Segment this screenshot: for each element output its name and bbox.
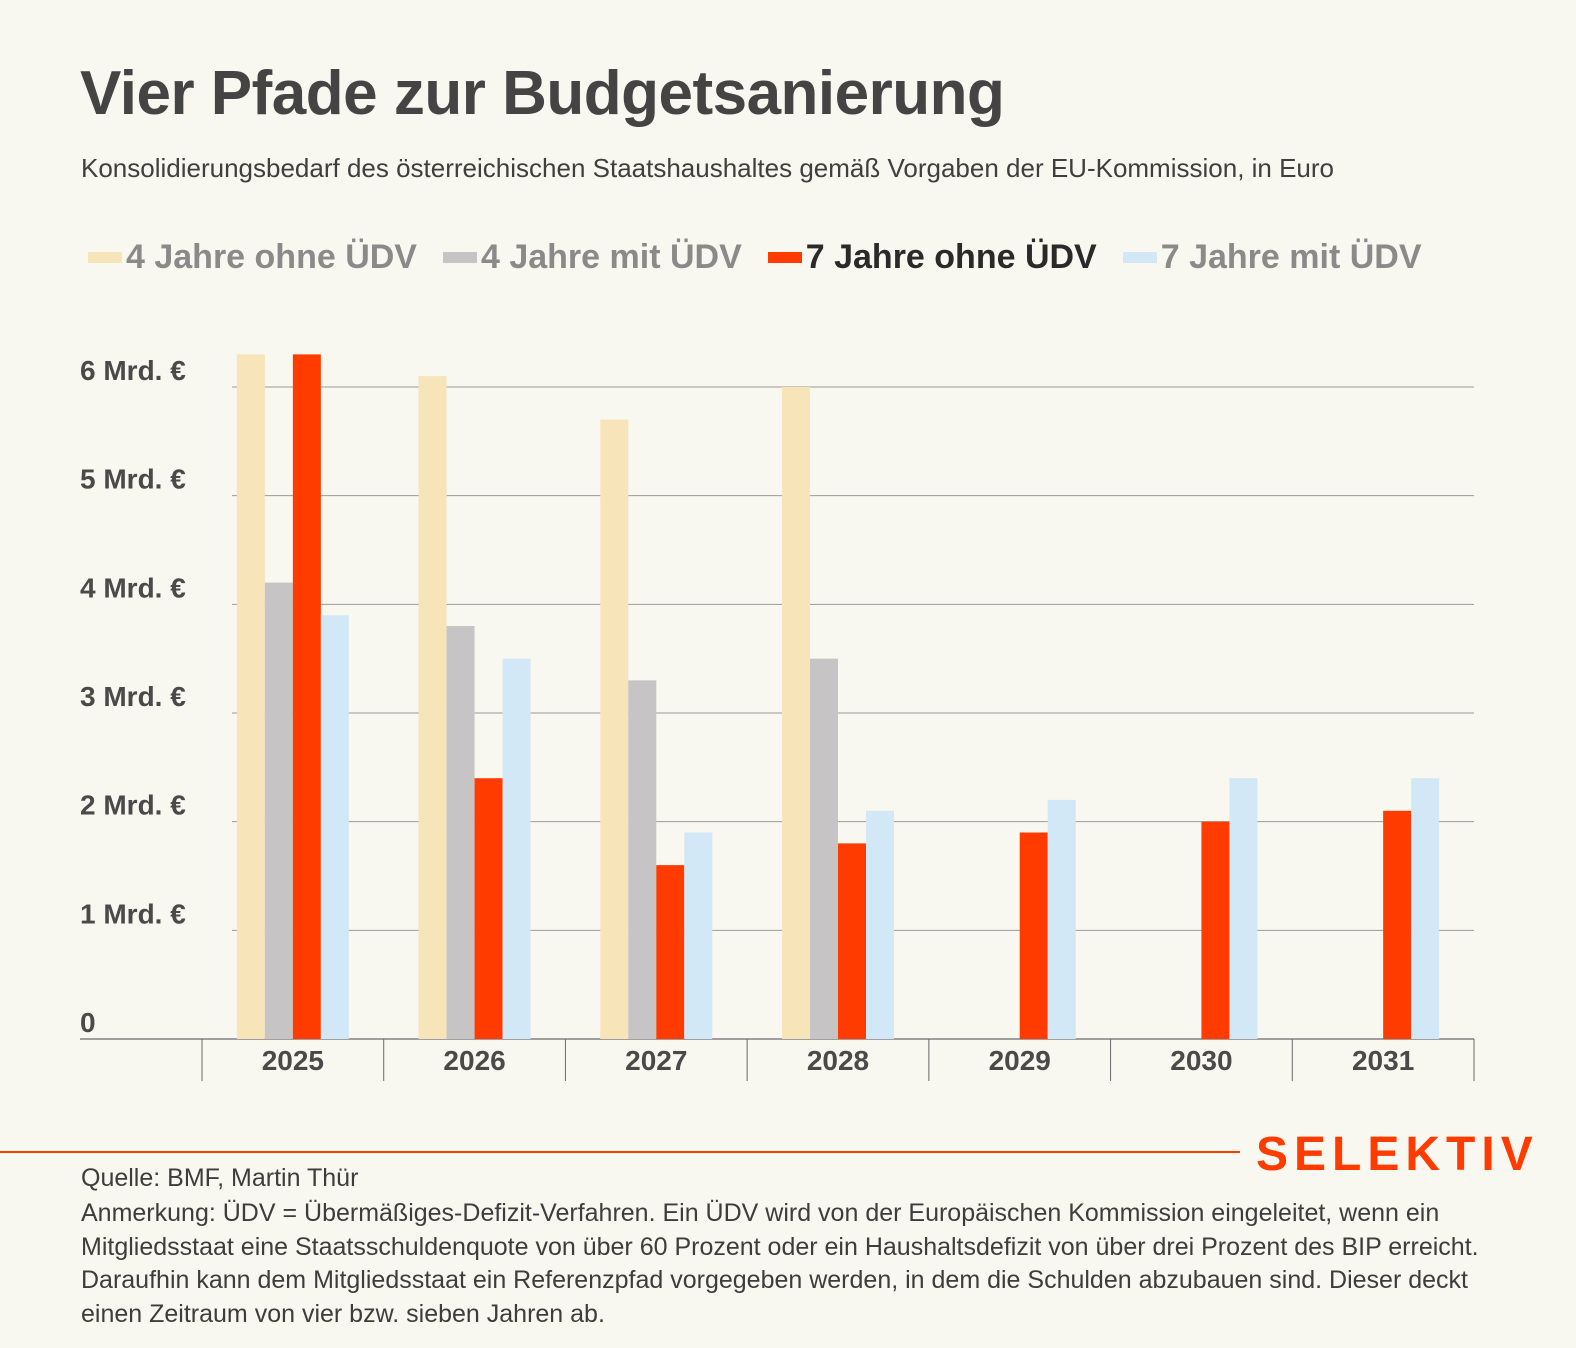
legend-item-4-jahre-mit-udv: 4 Jahre mit ÜDV <box>442 238 742 277</box>
bar <box>1201 821 1230 1039</box>
legend-label: 7 Jahre mit ÜDV <box>1160 238 1422 276</box>
y-tick-label: 4 Mrd. € <box>80 572 186 603</box>
x-tick-label: 2029 <box>989 1045 1051 1076</box>
bar <box>292 354 321 1039</box>
footer-divider <box>0 1151 1240 1153</box>
chart-title: Vier Pfade zur Budgetsanierung <box>80 59 1005 128</box>
brand-logo: SELEKTIV <box>1256 1128 1539 1181</box>
legend-swatch <box>1122 252 1157 263</box>
bar <box>418 376 447 1040</box>
legend-item-4-jahre-ohne-udv: 4 Jahre ohne ÜDV <box>88 238 417 277</box>
footnote-text: Anmerkung: ÜDV = Übermäßiges-Defizit-Ver… <box>81 1199 1479 1328</box>
chart-legend: 4 Jahre ohne ÜDV 4 Jahre mit ÜDV 7 Jahre… <box>88 238 1448 277</box>
bar <box>236 354 265 1039</box>
bar <box>628 680 657 1039</box>
y-tick-label: 5 Mrd. € <box>80 464 186 495</box>
legend-label: 4 Jahre ohne ÜDV <box>126 238 417 276</box>
x-tick-label: 2025 <box>262 1045 324 1076</box>
y-tick-label: 1 Mrd. € <box>80 898 186 929</box>
chart-subtitle: Konsolidierungsbedarf des österreichisch… <box>81 153 1335 183</box>
x-tick-label: 2027 <box>625 1045 687 1076</box>
bar <box>1411 778 1440 1039</box>
bar <box>782 387 810 1039</box>
legend-swatch <box>767 252 802 263</box>
x-tick-label: 2028 <box>807 1045 869 1076</box>
bar <box>600 419 629 1040</box>
x-tick-label: 2031 <box>1352 1045 1414 1076</box>
x-tick-label: 2030 <box>1170 1045 1232 1076</box>
bar <box>474 778 503 1039</box>
legend-swatch <box>88 252 122 263</box>
legend-swatch <box>442 252 477 263</box>
y-tick-label: 2 Mrd. € <box>80 790 186 821</box>
legend-label: 7 Jahre ohne ÜDV <box>805 238 1097 276</box>
bar-chart: 0 1 Mrd. € 2 Mrd. € 3 Mrd. € 4 Mrd. € 5 Mrd. … <box>80 354 1475 1081</box>
source-text: Quelle: BMF, Martin Thür <box>81 1164 359 1192</box>
legend-item-7-jahre-ohne-udv: 7 Jahre ohne ÜDV <box>767 238 1097 277</box>
y-tick-label: 0 <box>80 1007 96 1038</box>
bar <box>264 582 293 1039</box>
bar <box>656 865 685 1039</box>
y-tick-label: 3 Mrd. € <box>80 681 186 712</box>
legend-item-7-jahre-mit-udv: 7 Jahre mit ÜDV <box>1122 238 1422 277</box>
bar <box>1229 778 1258 1039</box>
bar <box>684 832 713 1039</box>
bar <box>838 843 866 1039</box>
bar <box>810 658 838 1039</box>
bar <box>320 615 349 1039</box>
bar <box>502 658 531 1039</box>
bar <box>866 810 894 1039</box>
y-tick-label: 6 Mrd. € <box>80 355 186 386</box>
x-tick-label: 2026 <box>443 1045 505 1076</box>
bar <box>446 626 475 1039</box>
bar <box>1019 832 1048 1039</box>
bar <box>1047 799 1076 1039</box>
bar <box>1383 810 1412 1039</box>
legend-label: 4 Jahre mit ÜDV <box>480 238 742 276</box>
